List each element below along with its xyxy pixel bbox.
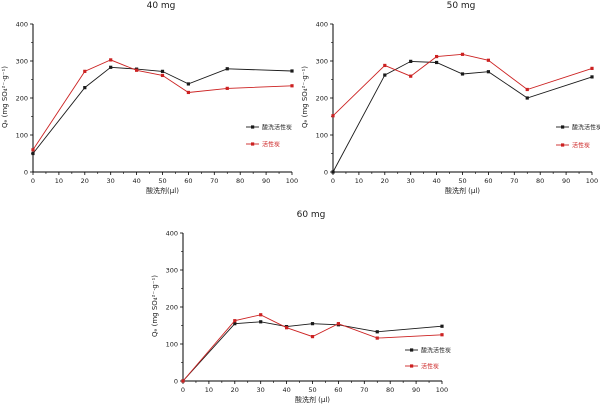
svg-text:40: 40	[432, 177, 440, 185]
svg-text:0: 0	[31, 177, 35, 185]
plot-60mg: 0 10 20 30 40 50 60 70 80 90 100 0 100 200 300 400 酸洗活性炭…	[166, 230, 451, 395]
svg-text:0: 0	[331, 177, 335, 185]
svg-text:400: 400	[166, 230, 178, 238]
svg-text:80: 80	[386, 386, 394, 394]
svg-text:0: 0	[324, 169, 328, 177]
svg-text:40: 40	[282, 386, 290, 394]
svg-text:60: 60	[184, 177, 192, 185]
svg-text:10: 10	[355, 177, 363, 185]
svg-text:20: 20	[81, 177, 89, 185]
svg-text:100: 100	[286, 177, 298, 185]
svg-text:50: 50	[308, 386, 316, 394]
svg-text:50: 50	[158, 177, 166, 185]
svg-text:0: 0	[174, 378, 178, 386]
svg-text:100: 100	[586, 177, 598, 185]
svg-text:400: 400	[16, 21, 28, 29]
svg-text:50: 50	[458, 177, 466, 185]
svg-text:20: 20	[231, 386, 239, 394]
svg-text:10: 10	[55, 177, 63, 185]
svg-text:酸洗活性炭: 酸洗活性炭	[262, 123, 292, 131]
svg-text:90: 90	[412, 386, 420, 394]
svg-text:30: 30	[407, 177, 415, 185]
svg-text:0: 0	[181, 386, 185, 394]
plot-50mg: 0 10 20 30 40 50 60 70 80 90 100 0 100 200 300 400 酸洗活性炭…	[316, 21, 600, 186]
svg-text:300: 300	[316, 58, 328, 66]
svg-text:80: 80	[236, 177, 244, 185]
svg-text:酸洗活性炭: 酸洗活性炭	[421, 346, 451, 354]
x-axis-label-60mg: 酸洗剂 (μl)	[294, 396, 331, 404]
svg-text:70: 70	[510, 177, 518, 185]
svg-text:70: 70	[210, 177, 218, 185]
svg-text:60: 60	[484, 177, 492, 185]
svg-text:活性炭: 活性炭	[262, 140, 280, 148]
chart-title-50mg: 50 mg	[446, 1, 476, 11]
svg-text:30: 30	[107, 177, 115, 185]
svg-text:200: 200	[166, 304, 178, 312]
svg-text:200: 200	[16, 95, 28, 103]
svg-text:80: 80	[536, 177, 544, 185]
y-axis-label-50mg: Qₑ (mg SO₄²⁻·g⁻¹)	[301, 65, 309, 129]
svg-text:90: 90	[562, 177, 570, 185]
svg-text:酸洗活性炭: 酸洗活性炭	[572, 123, 600, 131]
svg-text:300: 300	[166, 267, 178, 275]
chart-title-40mg: 40 mg	[146, 1, 176, 11]
svg-text:100: 100	[436, 386, 448, 394]
svg-text:100: 100	[166, 341, 178, 349]
svg-text:100: 100	[16, 132, 28, 140]
svg-text:70: 70	[360, 386, 368, 394]
y-axis-label-60mg: Qₑ (mg SO₄²⁻·g⁻¹)	[151, 274, 159, 338]
x-axis-label-50mg: 酸洗剂 (μl)	[444, 187, 481, 195]
chart-60mg: 0 10 20 30 40 50 60 70 80 90 100 0 100 200 300 400 酸洗活性炭…	[150, 209, 451, 418]
chart-title-60mg: 60 mg	[296, 210, 326, 220]
svg-text:10: 10	[205, 386, 213, 394]
x-axis-label-40mg: 酸洗剂(μl)	[146, 187, 179, 195]
svg-text:40: 40	[132, 177, 140, 185]
svg-text:200: 200	[316, 95, 328, 103]
svg-text:60: 60	[334, 386, 342, 394]
svg-text:活性炭: 活性炭	[421, 362, 439, 370]
y-axis-label-40mg: Qₑ (mg SO₄²⁻·g⁻¹)	[1, 65, 9, 129]
svg-text:活性炭: 活性炭	[572, 141, 590, 149]
chart-50mg: 0 10 20 30 40 50 60 70 80 90 100 0 100 200 300 400 酸洗活性炭…	[300, 0, 600, 209]
svg-text:30: 30	[257, 386, 265, 394]
svg-text:100: 100	[316, 132, 328, 140]
svg-text:0: 0	[24, 169, 28, 177]
chart-40mg: 0 10 20 30 40 50 60 70 80 90 100 0 100 200 300 400 酸洗活性炭…	[0, 0, 300, 209]
svg-text:90: 90	[262, 177, 270, 185]
svg-text:400: 400	[316, 21, 328, 29]
svg-text:300: 300	[16, 58, 28, 66]
svg-text:20: 20	[381, 177, 389, 185]
plot-40mg: 0 10 20 30 40 50 60 70 80 90 100 0 100 200 300 400 酸洗活性炭…	[16, 21, 299, 186]
